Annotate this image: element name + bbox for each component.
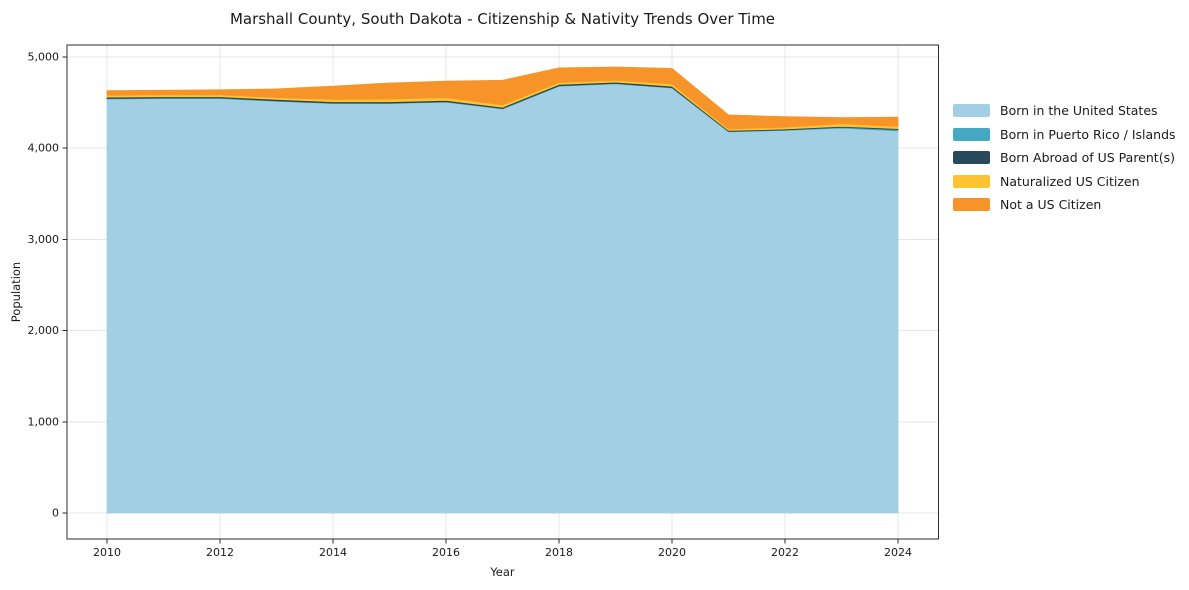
legend: Born in the United States Born in Puerto…: [953, 103, 1176, 212]
x-tick-label: 2012: [206, 546, 234, 559]
x-tick-label: 2010: [93, 546, 121, 559]
chart-title: Marshall County, South Dakota - Citizens…: [229, 10, 776, 28]
legend-swatch-born-pr-icon: [953, 127, 990, 141]
legend-label-born-abroad: Born Abroad of US Parent(s): [1000, 150, 1175, 165]
legend-item-born-pr: Born in Puerto Rico / Islands: [953, 126, 1176, 142]
x-tick-label: 2016: [432, 546, 460, 559]
y-tick-label: 3,000: [28, 233, 60, 246]
legend-label-born-pr: Born in Puerto Rico / Islands: [1000, 126, 1176, 142]
x-tick-label: 2022: [771, 546, 799, 559]
legend-swatch-born-abroad-icon: [953, 151, 990, 164]
y-tick-label: 1,000: [28, 415, 60, 428]
x-tick-label: 2014: [319, 546, 347, 559]
legend-swatch-not-citizen-icon: [953, 198, 990, 211]
legend-label-born-us: Born in the United States: [1000, 103, 1158, 118]
legend-item-not-citizen: Not a US Citizen: [953, 197, 1176, 212]
y-tick-label: 2,000: [28, 324, 60, 337]
x-axis-label: Year: [490, 565, 515, 579]
legend-item-born-us: Born in the United States: [953, 103, 1176, 118]
y-axis-label: Population: [9, 261, 23, 323]
y-tick-label: 4,000: [28, 142, 60, 155]
y-tick-label: 0: [52, 507, 59, 520]
area-series-0: [106, 83, 899, 514]
tick-labels: 2010 2012 2014 2016 2018 2020 2022 2024 0 1,000 2,…: [28, 51, 913, 560]
legend-item-born-abroad: Born Abroad of US Parent(s): [953, 150, 1176, 165]
axis-ticks: [62, 56, 899, 544]
legend-item-naturalized: Naturalized US Citizen: [953, 173, 1176, 189]
plot-frame: [66, 44, 939, 540]
legend-label-naturalized: Naturalized US Citizen: [1000, 173, 1140, 189]
area-series-4: [106, 66, 899, 130]
legend-swatch-naturalized-icon: [953, 174, 990, 188]
legend-label-not-citizen: Not a US Citizen: [1000, 197, 1102, 212]
legend-swatch-born-us-icon: [953, 104, 990, 117]
x-tick-label: 2020: [658, 546, 686, 559]
y-tick-label: 5,000: [28, 51, 60, 64]
x-tick-label: 2018: [545, 546, 573, 559]
stacked-areas: [106, 66, 899, 514]
x-tick-label: 2024: [884, 546, 912, 559]
